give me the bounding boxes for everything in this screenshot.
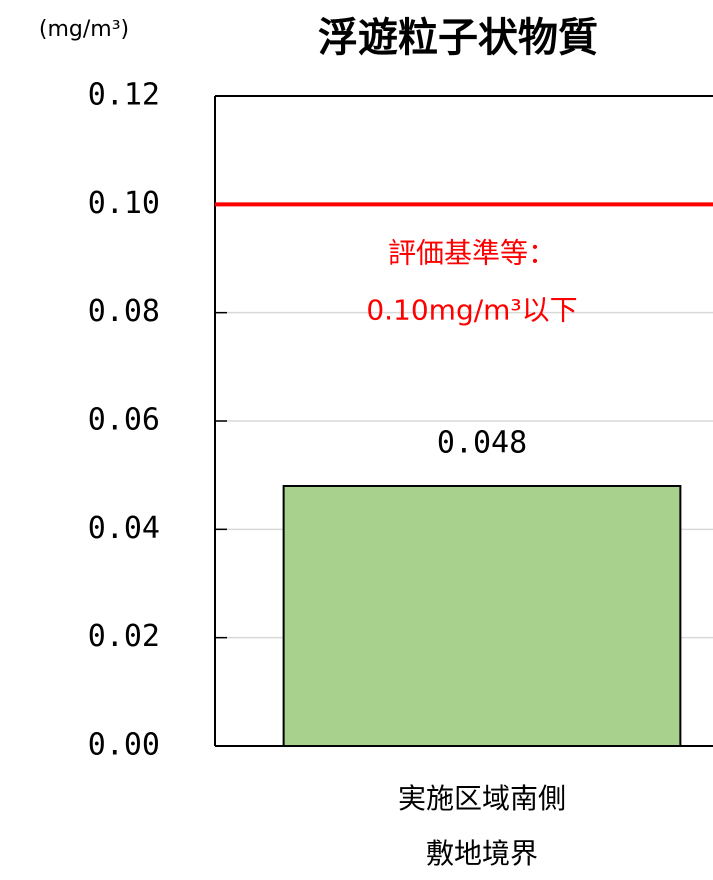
bar xyxy=(282,485,682,747)
data-label: 0.048 xyxy=(437,426,527,461)
y-tick-label: 0.06 xyxy=(88,403,160,438)
y-tick-label: 0.02 xyxy=(88,619,160,654)
x-tick-label: 実施区域南側敷地境界 xyxy=(398,782,566,870)
chart-title: 浮遊粒子状物質 xyxy=(318,15,598,61)
y-tick-label: 0.00 xyxy=(88,728,160,763)
y-tick-label: 0.10 xyxy=(88,186,160,221)
y-tick-label: 0.08 xyxy=(88,294,160,329)
y-axis-label: (mg/m³) xyxy=(39,17,129,42)
y-tick-label: 0.12 xyxy=(88,78,160,113)
reference-label: 評価基準等： xyxy=(388,236,556,269)
y-tick-label: 0.04 xyxy=(88,511,160,546)
reference-label: 0.10mg/m³以下 xyxy=(366,293,577,326)
